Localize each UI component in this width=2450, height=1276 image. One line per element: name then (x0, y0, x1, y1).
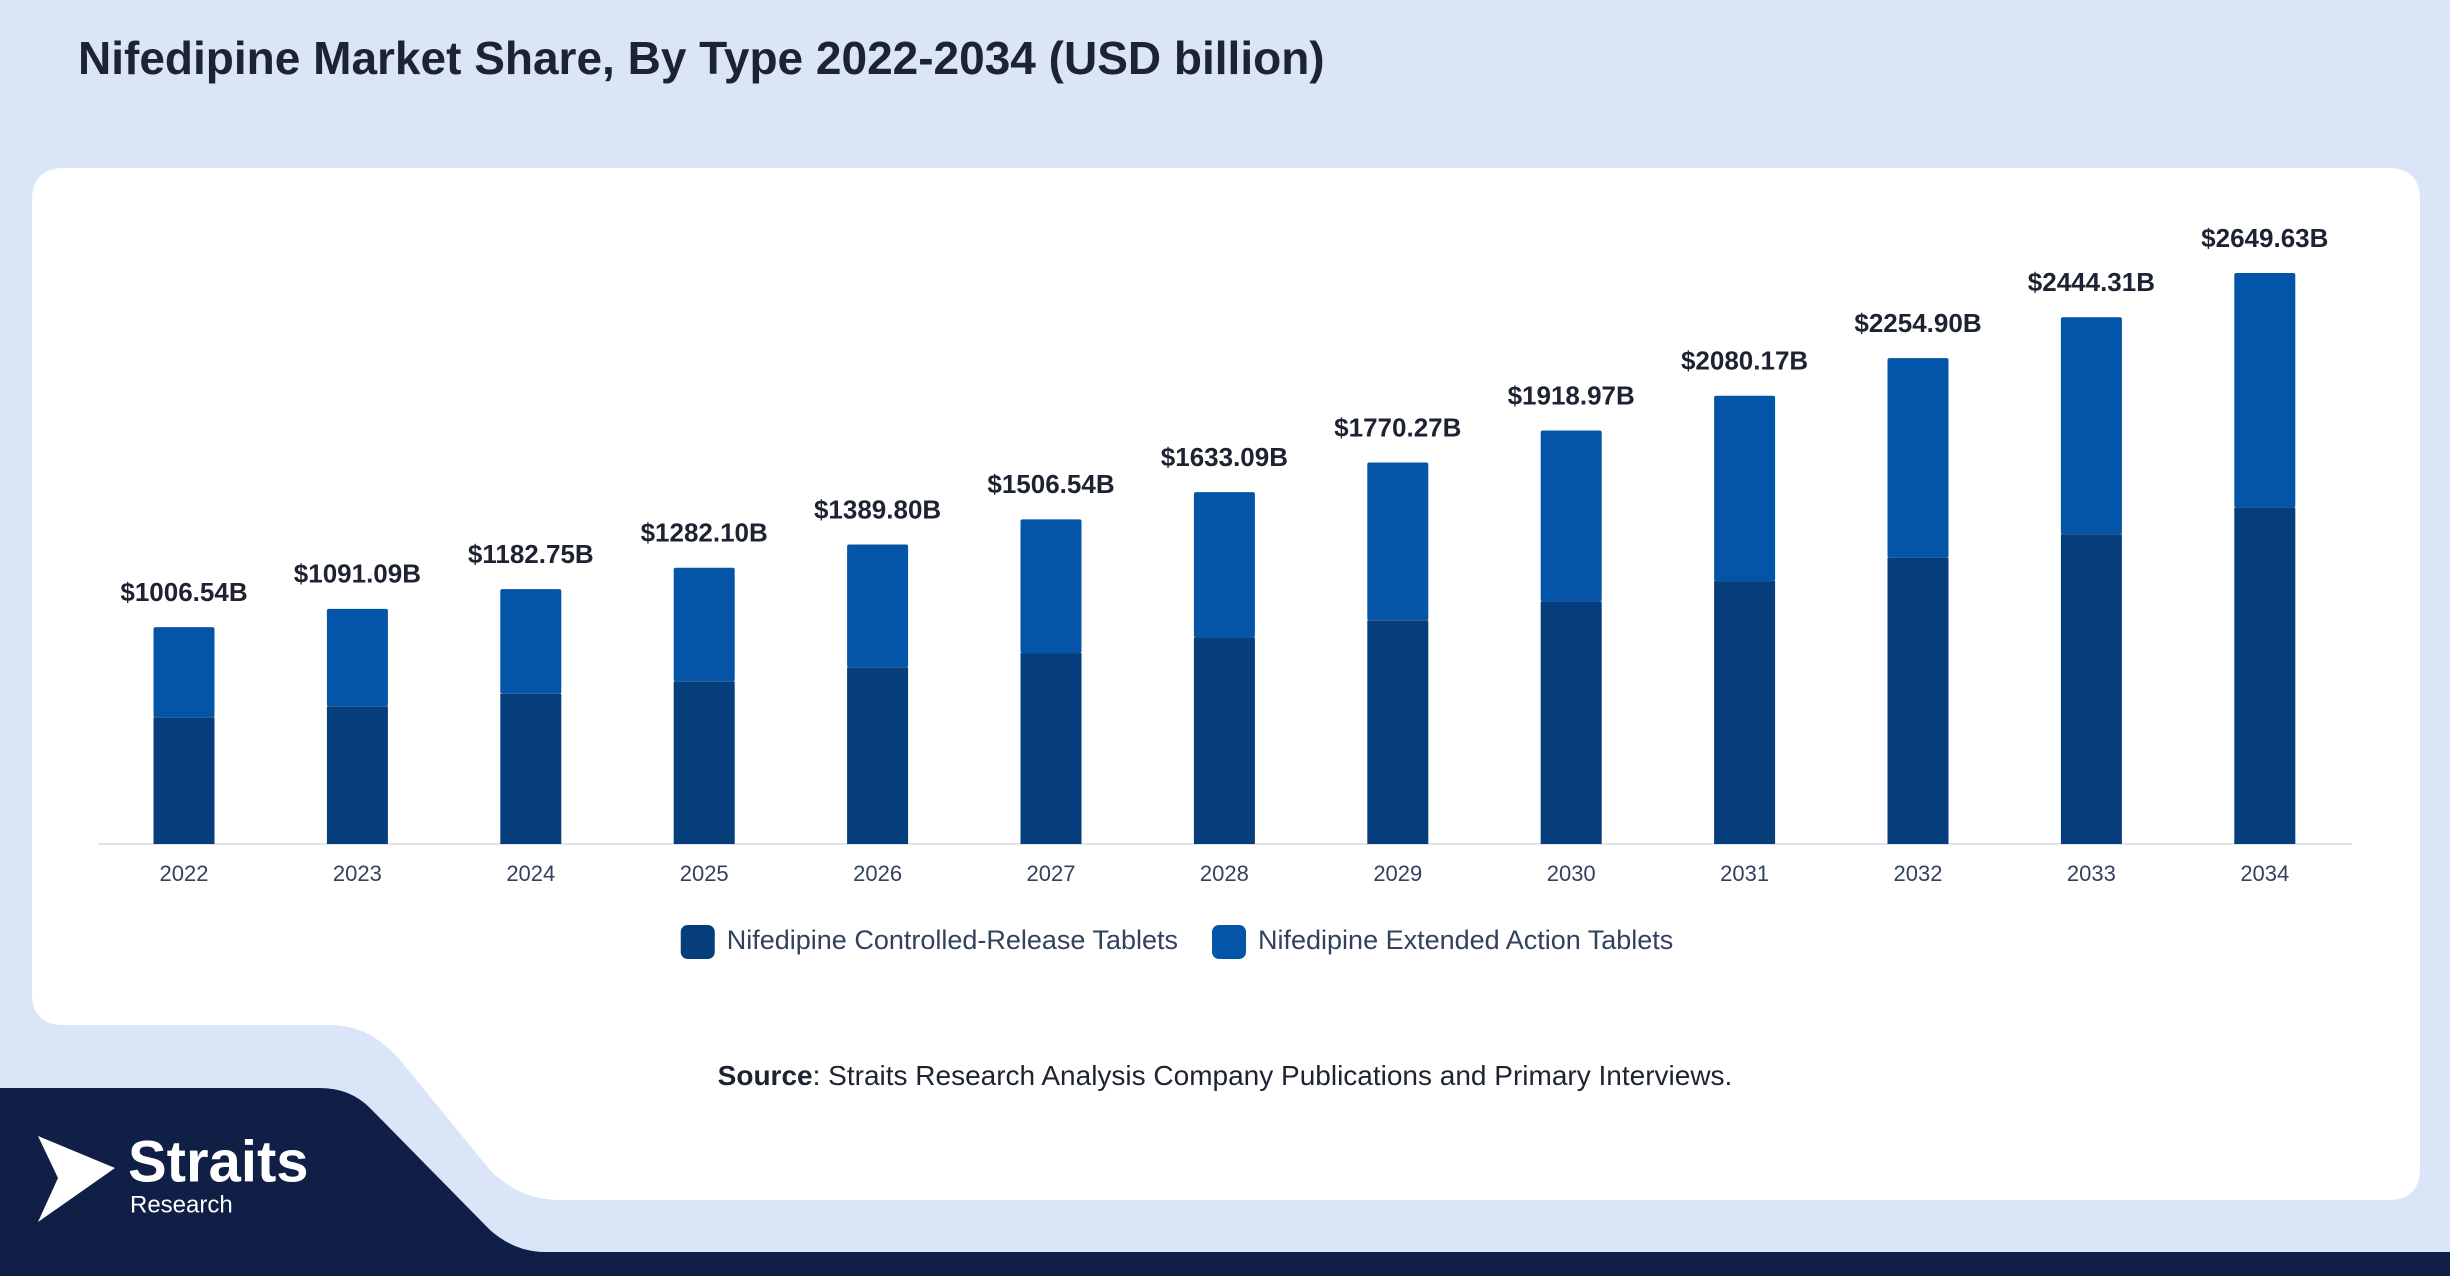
bar-segment (1367, 620, 1429, 844)
total-label: $2080.17B (1681, 346, 1808, 376)
bar-segment (1193, 637, 1255, 844)
total-label: $1182.75B (468, 539, 594, 569)
x-tick-label: 2024 (506, 861, 555, 886)
bar-segment (500, 589, 562, 694)
x-tick-label: 2031 (1720, 861, 1769, 886)
bar-segment (326, 706, 388, 844)
total-label: $2649.63B (2201, 223, 2328, 253)
source: Source: Straits Research Analysis Compan… (718, 1060, 1733, 1091)
total-label: $1091.09B (294, 559, 421, 589)
bar-segment (153, 627, 215, 718)
x-tick-label: 2022 (160, 861, 209, 886)
total-label: $2444.31B (2028, 267, 2155, 297)
x-tick-label: 2029 (1373, 861, 1422, 886)
bar-segment (1020, 519, 1082, 654)
legend-label: Nifedipine Controlled-Release Tablets (727, 925, 1178, 955)
bar-segment (1367, 462, 1429, 621)
x-tick-label: 2030 (1547, 861, 1596, 886)
total-label: $1633.09B (1161, 442, 1288, 472)
legend-swatch (1212, 925, 1247, 959)
bar-segment (847, 544, 909, 668)
total-label: $2254.90B (1854, 308, 1981, 338)
bar-segment (1887, 557, 1949, 844)
x-tick-label: 2026 (853, 861, 902, 886)
bar-segment (1540, 601, 1602, 844)
bar-segment (1887, 358, 1949, 558)
bar-segment (673, 681, 735, 844)
bar-segment (1714, 581, 1776, 844)
total-label: $1770.27B (1334, 412, 1461, 442)
bar-segment (2234, 507, 2296, 844)
chart-title: Nifedipine Market Share, By Type 2022-20… (78, 32, 1325, 84)
x-tick-label: 2027 (1027, 861, 1076, 886)
bar-segment (2234, 273, 2296, 508)
logo-icon (38, 1136, 115, 1222)
total-label: $1918.97B (1508, 380, 1635, 410)
total-label: $1006.54B (120, 577, 247, 607)
bar-segment (153, 717, 215, 844)
bar-segment (1540, 430, 1602, 602)
x-tick-label: 2032 (1894, 861, 1943, 886)
legend-label: Nifedipine Extended Action Tablets (1258, 925, 1673, 955)
logo-name: Straits (128, 1129, 309, 1194)
footer-band (0, 1088, 2450, 1276)
bar-segment (326, 608, 388, 707)
bar-segment (673, 567, 735, 682)
logo-subtitle: Research (130, 1191, 233, 1218)
x-tick-label: 2033 (2067, 861, 2116, 886)
legend-swatch (680, 925, 715, 959)
source-text: : Straits Research Analysis Company Publ… (813, 1060, 1733, 1091)
bar-segment (847, 667, 909, 844)
bar-segment (500, 693, 562, 844)
bar-segment (1193, 492, 1255, 638)
total-label: $1282.10B (641, 518, 768, 548)
x-tick-label: 2025 (680, 861, 729, 886)
bar-segment (2060, 317, 2122, 535)
x-tick-label: 2028 (1200, 861, 1249, 886)
source-label: Source (718, 1060, 813, 1091)
bar-segment (1714, 395, 1776, 582)
x-tick-label: 2023 (333, 861, 382, 886)
bar-segment (2060, 534, 2122, 844)
total-label: $1389.80B (814, 494, 941, 524)
x-tick-label: 2034 (2240, 861, 2289, 886)
total-label: $1506.54B (987, 469, 1114, 499)
bar-segment (1020, 653, 1082, 844)
